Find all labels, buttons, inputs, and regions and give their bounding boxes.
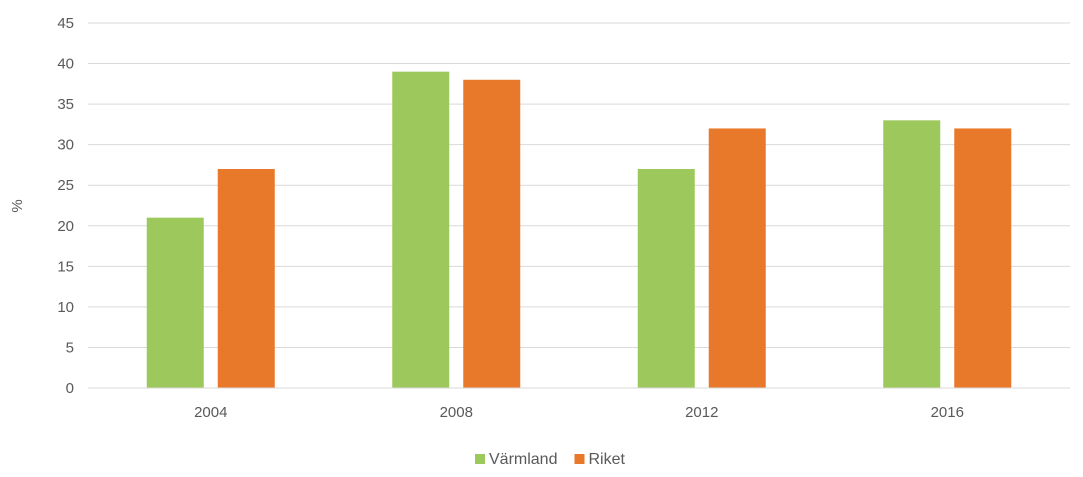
bar-riket-2008 <box>463 79 521 389</box>
legend: Värmland Riket <box>475 451 625 468</box>
bar-värmland-2012 <box>637 169 695 388</box>
bar-riket-2012 <box>708 128 766 388</box>
bar-värmland-2016 <box>883 120 941 388</box>
legend-swatch-riket <box>574 454 585 464</box>
y-axis-ticks: 0 5 10 15 20 25 30 35 40 45 <box>57 15 74 397</box>
y-tick-label: 25 <box>57 177 74 194</box>
y-tick-label: 45 <box>57 15 74 32</box>
legend-label-värmland: Värmland <box>489 451 557 468</box>
bar-riket-2016 <box>954 128 1012 388</box>
legend-swatch-värmland <box>475 454 485 464</box>
y-tick-label: 15 <box>57 258 74 275</box>
bar-värmland-2008 <box>392 71 450 389</box>
x-tick-label: 2004 <box>194 404 227 421</box>
x-tick-label: 2016 <box>931 404 964 421</box>
y-tick-label: 0 <box>66 380 74 397</box>
y-tick-label: 5 <box>66 339 74 356</box>
x-axis-ticks: 2004 2008 2012 2016 <box>194 404 964 421</box>
y-axis-label: % <box>9 199 26 212</box>
legend-label-riket: Riket <box>588 451 625 468</box>
bar-värmland-2004 <box>146 217 204 388</box>
y-tick-label: 20 <box>57 218 74 235</box>
y-tick-label: 30 <box>57 137 74 154</box>
y-tick-label: 40 <box>57 56 74 73</box>
y-tick-label: 35 <box>57 96 74 113</box>
y-tick-label: 10 <box>57 299 74 316</box>
x-tick-label: 2012 <box>685 404 718 421</box>
x-tick-label: 2008 <box>440 404 473 421</box>
bar-riket-2004 <box>217 169 275 388</box>
bars <box>146 71 1012 389</box>
